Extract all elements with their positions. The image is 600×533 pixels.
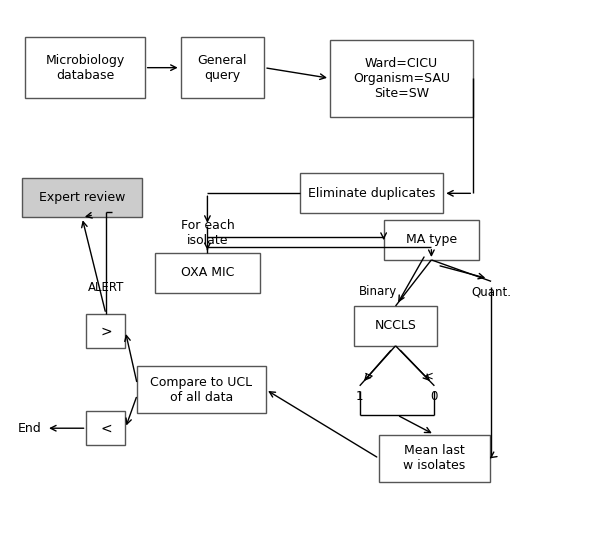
Text: General
query: General query: [197, 54, 247, 82]
FancyBboxPatch shape: [330, 40, 473, 117]
Text: For each
isolate: For each isolate: [181, 219, 235, 247]
Text: >: >: [364, 370, 374, 383]
FancyBboxPatch shape: [137, 366, 266, 414]
Text: ALERT: ALERT: [88, 281, 124, 294]
Text: <: <: [424, 370, 433, 383]
Text: Expert review: Expert review: [39, 191, 125, 204]
FancyBboxPatch shape: [25, 37, 145, 98]
Text: >: >: [100, 324, 112, 338]
FancyBboxPatch shape: [354, 306, 437, 346]
Text: Compare to UCL
of all data: Compare to UCL of all data: [151, 376, 253, 403]
Text: MA type: MA type: [406, 233, 457, 246]
FancyBboxPatch shape: [155, 253, 260, 293]
FancyBboxPatch shape: [379, 434, 490, 482]
Text: Microbiology
database: Microbiology database: [46, 54, 125, 82]
Text: Ward=CICU
Organism=SAU
Site=SW: Ward=CICU Organism=SAU Site=SW: [353, 57, 450, 100]
FancyBboxPatch shape: [86, 411, 125, 446]
FancyBboxPatch shape: [300, 173, 443, 213]
FancyBboxPatch shape: [86, 314, 125, 349]
FancyBboxPatch shape: [383, 220, 479, 260]
Text: Mean last
w isolates: Mean last w isolates: [403, 445, 466, 472]
Text: 1: 1: [356, 390, 364, 402]
Text: Quant.: Quant.: [471, 285, 511, 298]
Text: NCCLS: NCCLS: [374, 319, 416, 333]
Text: Binary: Binary: [359, 285, 397, 298]
Text: Eliminate duplicates: Eliminate duplicates: [308, 187, 436, 200]
Text: <: <: [100, 421, 112, 435]
Text: OXA MIC: OXA MIC: [181, 266, 234, 279]
Text: 0: 0: [431, 390, 438, 402]
FancyBboxPatch shape: [22, 177, 142, 217]
Text: End: End: [18, 422, 42, 435]
FancyBboxPatch shape: [181, 37, 264, 98]
